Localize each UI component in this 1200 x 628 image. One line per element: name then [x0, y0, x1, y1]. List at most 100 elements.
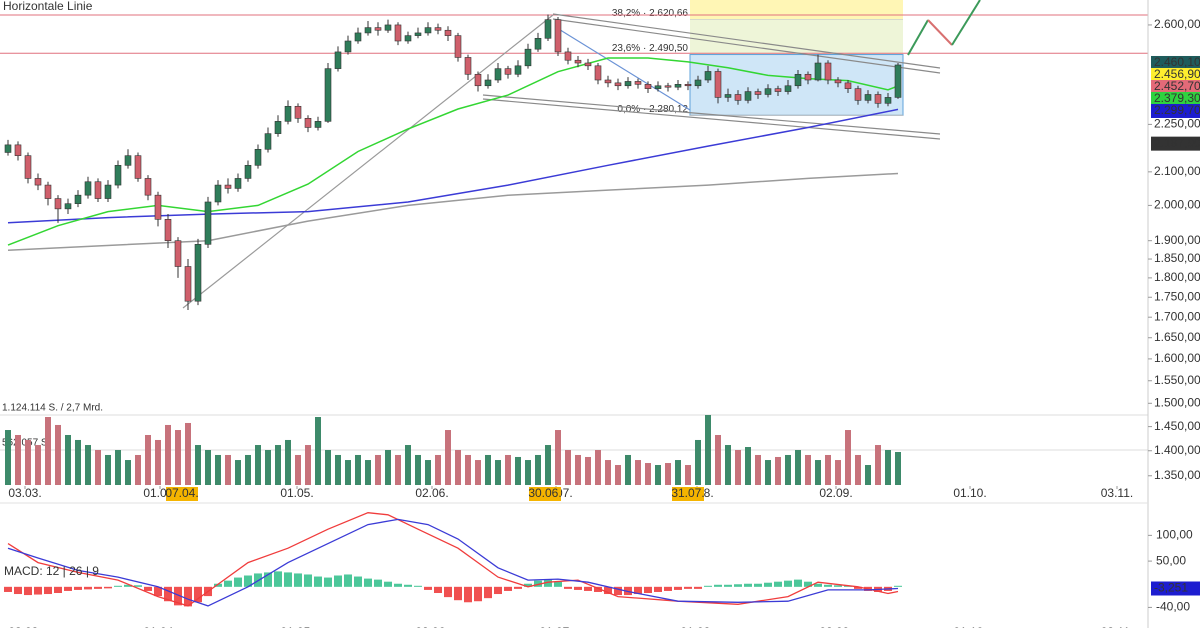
price-label: 2.299,70 [1154, 103, 1200, 117]
macd-histogram-bar [384, 581, 392, 587]
candle-body [454, 35, 462, 58]
trend-line [182, 14, 554, 309]
volume-bar [835, 460, 841, 485]
macd-histogram-bar [274, 571, 282, 587]
macd-histogram-bar [4, 586, 12, 592]
volume-bar [25, 439, 31, 485]
channel-line [552, 13, 941, 69]
macd-histogram-bar [94, 586, 102, 589]
candle-body [384, 24, 392, 31]
y-tick-label: 1.600,00 [1154, 351, 1200, 365]
macd-histogram-bar [694, 586, 702, 589]
volume-bar [585, 456, 591, 485]
volume-bar [615, 465, 621, 485]
candle-body [484, 79, 492, 87]
macd-histogram-bar [154, 586, 162, 597]
x-tick-label: 01.08. [680, 625, 713, 628]
volume-bar [15, 434, 21, 485]
volume-bar [5, 430, 11, 485]
channel-line [482, 98, 941, 140]
volume-bar [45, 416, 51, 485]
moving-average [7, 172, 899, 251]
candle-body [864, 94, 872, 101]
data-layer: MACD: 12 | 26 | 9 [4, 14, 902, 607]
candle-body [544, 19, 552, 39]
candle-body [404, 35, 412, 42]
candle-body [334, 51, 342, 69]
volume-bar [895, 451, 901, 485]
macd-histogram-bar [14, 586, 22, 595]
volume-bar [575, 454, 581, 485]
macd-histogram-bar [54, 586, 62, 594]
fib-zone [690, 0, 903, 20]
macd-histogram-bar [304, 574, 312, 587]
candle-body [194, 244, 202, 302]
volume-bar [675, 460, 681, 485]
candle-body [624, 81, 632, 87]
candle-body [284, 105, 292, 122]
macd-histogram-bar [534, 580, 542, 587]
volume-bar [855, 454, 861, 485]
volume-bar [795, 450, 801, 485]
macd-value-label: -3,251 [1154, 581, 1188, 595]
candle-body [394, 24, 402, 42]
macd-histogram-bar [464, 586, 472, 603]
volume-bar [335, 454, 341, 485]
macd-histogram-bar [854, 586, 862, 589]
volume-bar [375, 454, 381, 485]
macd-histogram-bar [754, 583, 762, 587]
volume-bar [65, 434, 71, 485]
volume-bar [55, 424, 61, 485]
macd-histogram-bar [224, 580, 232, 587]
volume-bar [755, 454, 761, 485]
macd-histogram-bar [434, 586, 442, 594]
candle-body [674, 84, 682, 88]
moving-average [7, 57, 899, 246]
macd-histogram-bar [324, 577, 332, 587]
macd-histogram-bar [24, 586, 32, 596]
fib-label: 23,6% · 2.490,50 [612, 43, 689, 54]
volume-bar [885, 450, 891, 485]
price-label-box [1151, 91, 1200, 106]
candle-body [874, 94, 882, 104]
candle-body [64, 203, 72, 210]
volume-tick-label: 1.124.114 S. / 2,7 Mrd. [2, 403, 103, 414]
volume-bar [665, 463, 671, 485]
macd-histogram-bar [704, 585, 712, 587]
candle-body [534, 37, 542, 50]
volume-bar [765, 460, 771, 485]
macd-histogram-bar [574, 586, 582, 590]
macd-histogram-bar [174, 586, 182, 606]
volume-bar [875, 445, 881, 485]
macd-histogram-bar [684, 586, 692, 589]
volume-bar [205, 450, 211, 485]
candle-body [814, 62, 822, 81]
candle-body [654, 85, 662, 89]
volume-bar [395, 454, 401, 485]
macd-histogram-bar [214, 583, 222, 587]
volume-bar [155, 439, 161, 485]
candle-body [764, 88, 772, 95]
volume-bar [735, 450, 741, 485]
x-tick-label: 03.11. [1101, 486, 1133, 500]
macd-histogram-bar [634, 586, 642, 595]
volume-bar [515, 456, 521, 485]
y-tick-label: 1.550,00 [1154, 373, 1200, 387]
macd-histogram-bar [194, 586, 202, 603]
date-marker-label: 31.07. [671, 486, 704, 500]
x-tick-label: 02.09. [819, 486, 852, 500]
volume-bar [525, 460, 531, 485]
y-tick-label: 1.900,00 [1154, 233, 1200, 247]
volume-bar [195, 445, 201, 485]
macd-histogram-bar [44, 586, 52, 595]
volume-bar [865, 465, 871, 485]
candle-body [474, 73, 482, 87]
candle-body [134, 155, 142, 179]
y-tick-label: 1.650,00 [1154, 330, 1200, 344]
price-label: 2.456,90 [1154, 67, 1200, 81]
channel-line [552, 18, 941, 74]
y-tick-label: 1.500,00 [1154, 395, 1200, 409]
volume-bar [405, 445, 411, 485]
volume-bar [635, 460, 641, 485]
macd-histogram-bar [774, 581, 782, 587]
